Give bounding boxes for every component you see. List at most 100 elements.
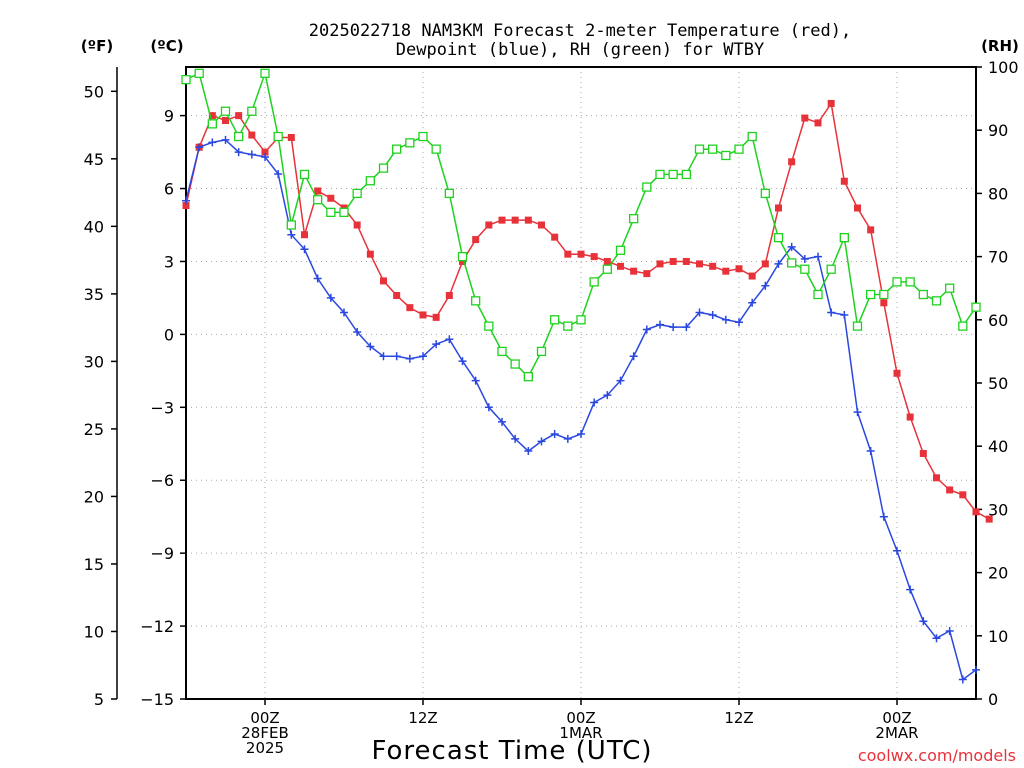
dewpoint-point — [182, 196, 190, 205]
temperature-point — [577, 250, 585, 258]
fahrenheit-tick-label: 40 — [84, 217, 104, 236]
dewpoint-point — [458, 357, 467, 366]
rh-point — [892, 277, 902, 287]
dewpoint-point — [353, 327, 362, 336]
dewpoint-point — [616, 376, 625, 385]
rh-tick-label: 30 — [988, 500, 1008, 519]
fahrenheit-tick-label: 15 — [84, 555, 104, 574]
dewpoint-point — [208, 138, 217, 147]
dewpoint-point — [708, 310, 717, 319]
dewpoint-point — [577, 430, 585, 439]
rh-tick-label: 90 — [988, 121, 1008, 140]
dewpoint-point — [629, 352, 638, 361]
temperature-point — [748, 272, 756, 280]
rh-point — [945, 283, 955, 293]
rh-point — [773, 232, 784, 243]
celsius-tick-label: −9 — [150, 544, 174, 563]
celsius-unit-label: (ºC) — [150, 37, 183, 55]
temperature-point — [801, 114, 809, 122]
fahrenheit-tick-label: 30 — [84, 352, 104, 371]
temperature-point — [432, 313, 440, 321]
rh-point — [247, 106, 257, 116]
rh-point — [655, 169, 665, 180]
rh-unit-label: (RH) — [981, 37, 1019, 55]
temperature-point — [617, 262, 624, 270]
dewpoint-point — [958, 675, 967, 684]
celsius-tick-label: 0 — [164, 325, 174, 344]
temperature-point — [682, 257, 690, 265]
rh-point — [787, 258, 797, 268]
temperature-point — [459, 257, 466, 265]
temperature-point — [761, 260, 769, 268]
rh-point — [589, 277, 599, 287]
dewpoint-point — [432, 340, 441, 349]
dewpoint-point — [774, 259, 783, 268]
rh-point — [286, 220, 296, 230]
temperature-point — [709, 262, 717, 270]
temperature-point — [590, 253, 598, 261]
rh-point — [721, 150, 731, 161]
rh-point — [708, 144, 718, 154]
time-tick-label: 00Z — [250, 709, 279, 727]
rh-point — [431, 144, 441, 154]
rh-point — [181, 74, 191, 85]
rh-tick-label: 20 — [988, 564, 1008, 583]
site-credit: coolwx.com/models — [858, 746, 1016, 765]
temperature-point — [380, 277, 387, 285]
dewpoint-point — [563, 434, 572, 443]
dewpoint-point — [379, 352, 388, 361]
rh-point — [550, 315, 560, 325]
temperature-point — [696, 260, 703, 268]
rh-point — [536, 346, 547, 357]
rh-point — [905, 277, 915, 287]
temperature-point — [854, 204, 861, 212]
rh-point — [852, 321, 863, 331]
celsius-tick-label: 9 — [164, 107, 174, 126]
rh-point — [866, 289, 876, 300]
temperature-point — [248, 131, 256, 139]
rh-tick-label: 80 — [988, 184, 1008, 203]
rh-point — [260, 68, 270, 78]
dewpoint-point — [274, 169, 283, 178]
temperature-point — [840, 177, 848, 185]
dewpoint-point — [669, 323, 678, 332]
rh-point — [457, 251, 468, 262]
rh-point — [405, 138, 415, 148]
fahrenheit-tick-label: 5 — [94, 690, 104, 709]
fahrenheit-tick-label: 10 — [84, 622, 104, 641]
rh-point — [642, 182, 652, 192]
time-tick-label: 12Z — [724, 709, 753, 727]
temperature-point — [656, 260, 664, 268]
dewpoint-point — [405, 354, 414, 363]
time-tick-label: 28FEB — [241, 724, 288, 742]
dewpoint-point — [721, 315, 730, 324]
temperature-point — [472, 236, 480, 244]
rh-point — [813, 289, 823, 300]
temperature-point — [301, 231, 308, 239]
dewpoint-point — [827, 308, 836, 317]
dewpoint-point — [340, 308, 348, 317]
rh-point — [299, 169, 310, 180]
rh-tick-label: 40 — [988, 437, 1008, 456]
dewpoint-point — [866, 447, 875, 456]
rh-point — [418, 131, 428, 142]
dewpoint-point — [287, 230, 296, 239]
temperature-point — [406, 304, 414, 312]
dewpoint-point — [853, 408, 862, 417]
celsius-axis: −15 −12 −9 −6 −3 0 3 6 9 — [140, 107, 186, 709]
rh-tick-label: 100 — [988, 58, 1019, 77]
temperature-point — [445, 291, 453, 299]
celsius-tick-label: −3 — [150, 398, 174, 417]
temperature-point — [985, 515, 993, 523]
dewpoint-point — [195, 143, 204, 152]
dewpoint-point — [419, 352, 427, 361]
temperature-point — [827, 99, 835, 107]
dewpoint-point — [550, 430, 559, 439]
rh-point — [207, 119, 217, 129]
dewpoint-point — [484, 403, 493, 412]
rh-point — [958, 321, 968, 331]
rh-point — [352, 188, 362, 199]
time-tick-label: 2025 — [246, 739, 284, 757]
temperature-point — [788, 158, 796, 166]
